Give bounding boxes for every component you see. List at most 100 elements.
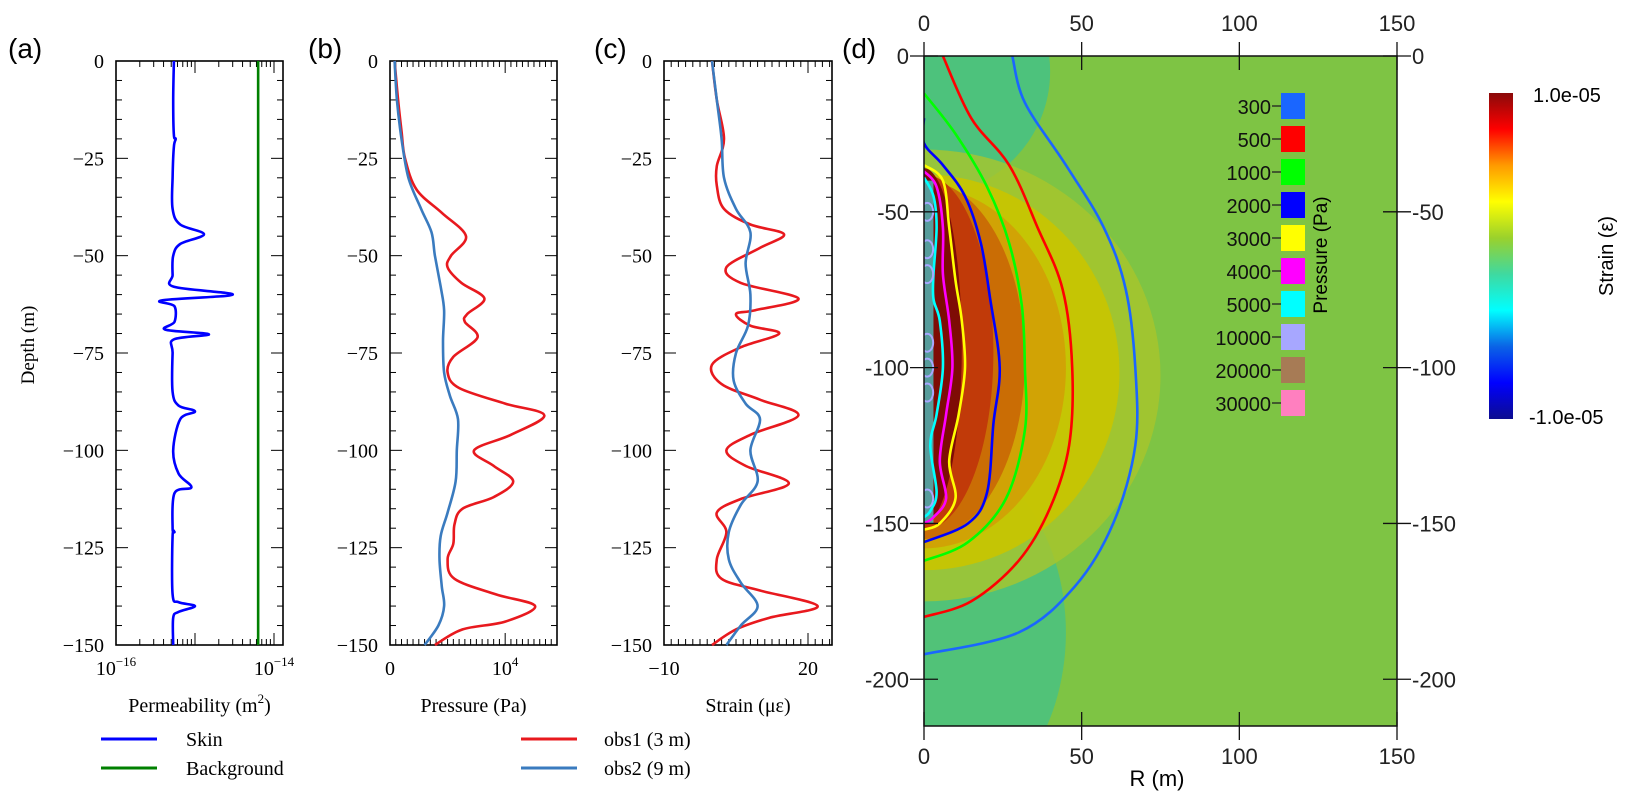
plot-frame <box>389 60 558 646</box>
x-tick-label: 10−14 <box>254 654 295 680</box>
x-tick-label-top: 50 <box>1069 11 1093 36</box>
legend-label-300: 300 <box>1238 97 1271 119</box>
x-tick-label-bottom: 100 <box>1221 744 1258 769</box>
series-line-skin <box>158 60 235 646</box>
legend-swatch-30000 <box>1281 390 1305 416</box>
contour-4000 <box>924 170 954 525</box>
contour-10000 <box>924 239 935 260</box>
y-tick-label: 0 <box>368 51 378 73</box>
series-line-obs1-3-m- <box>393 60 546 647</box>
panel-label-a: (a) <box>8 33 42 64</box>
x-tick-label-bottom: 50 <box>1069 744 1093 769</box>
pressure-contours <box>924 56 1139 656</box>
series-line-obs1-3-m- <box>709 60 819 647</box>
x-tick-label: 10−16 <box>96 654 137 680</box>
y-tick-label-left: -100 <box>865 356 909 381</box>
x-tick-label-top: 0 <box>918 11 930 36</box>
contour-3000 <box>924 164 967 531</box>
y-tick-label: −75 <box>73 343 104 365</box>
colorbar-gradient <box>1489 93 1513 419</box>
y-tick-label: −150 <box>63 635 104 657</box>
y-tick-label-right: -50 <box>1412 200 1444 225</box>
contour-legend-title: Pressure (Pa) <box>1311 196 1332 313</box>
y-tick-label: −25 <box>621 148 652 170</box>
x-tick-label-bottom: 150 <box>1379 744 1416 769</box>
field-frame <box>923 55 1398 727</box>
y-tick-label: −25 <box>73 148 104 170</box>
y-tick-label-left: 0 <box>897 44 909 69</box>
y-tick-label: −50 <box>621 246 652 268</box>
legend-swatch-500 <box>1281 126 1305 152</box>
contour-300 <box>924 56 1139 656</box>
legend-label-30000: 30000 <box>1215 394 1271 416</box>
colorbar-title: Strain (ε) <box>1596 216 1618 296</box>
legend-a: Skin Background <box>101 729 284 780</box>
legend-bc: obs1 (3 m) obs2 (9 m) <box>521 729 691 780</box>
y-tick-label-left: -150 <box>865 511 909 536</box>
pressure-contour-legend: 300 500 1000 2000 3000 4000 5000 10000 20000 3000… <box>1215 93 1305 416</box>
panel-b-pressure: 0 −25 −50 −75 −100 −125 −150 0 104 Pressure (Pa) <box>337 51 558 717</box>
contour-10000 <box>924 382 935 403</box>
contour-500 <box>924 56 1074 619</box>
y-tick-label: −125 <box>63 538 104 560</box>
y-tick-label-right: 0 <box>1412 44 1424 69</box>
y-tick-label: −50 <box>347 246 378 268</box>
y-tick-label: −25 <box>347 148 378 170</box>
y-tick-label-right: -150 <box>1412 511 1456 536</box>
contour-10000 <box>924 332 935 353</box>
legend-label-20000: 20000 <box>1215 361 1271 383</box>
y-tick-label: −100 <box>63 440 104 462</box>
colorbar-max-label: 1.0e-05 <box>1533 85 1601 107</box>
strain-field <box>924 56 1161 726</box>
legend-label-4000: 4000 <box>1227 262 1272 284</box>
series-line-obs2-9-m- <box>393 60 460 646</box>
legend-swatch-4000 <box>1281 258 1305 284</box>
contour-5000 <box>924 176 945 519</box>
colorbar-min-label: -1.0e-05 <box>1529 407 1604 429</box>
x-tick-label-bottom: 0 <box>918 744 930 769</box>
y-tick-label: 0 <box>94 51 104 73</box>
legend-swatch-2000 <box>1281 192 1305 218</box>
y-tick-label: −50 <box>73 246 104 268</box>
x-tick-label: 104 <box>492 654 519 680</box>
y-tick-label: −75 <box>621 343 652 365</box>
panel-label-c: (c) <box>594 33 627 64</box>
y-axis-title: Depth (m) <box>18 306 39 385</box>
x-axis-title-d: R (m) <box>1130 766 1185 791</box>
plot-frame <box>663 60 833 646</box>
legend-swatch-3000 <box>1281 225 1305 251</box>
legend-swatch-10000 <box>1281 324 1305 350</box>
legend-label-obs1: obs1 (3 m) <box>604 729 691 751</box>
y-tick-label: −150 <box>337 635 378 657</box>
legend-label-3000: 3000 <box>1227 229 1272 251</box>
contour-1000 <box>924 92 1028 563</box>
legend-label-2000: 2000 <box>1227 196 1272 218</box>
colorbar: 1.0e-05 -1.0e-05 Strain (ε) <box>1489 85 1618 429</box>
y-tick-label: −150 <box>611 635 652 657</box>
legend-swatch-5000 <box>1281 291 1305 317</box>
y-tick-label-left: -200 <box>865 667 909 692</box>
y-tick-label-left: -50 <box>877 200 909 225</box>
y-tick-label-right: -200 <box>1412 667 1456 692</box>
y-tick-label: 0 <box>642 51 652 73</box>
y-tick-label: −100 <box>337 440 378 462</box>
y-tick-label: −125 <box>611 538 652 560</box>
x-axis-title: Pressure (Pa) <box>420 695 526 717</box>
legend-label-1000: 1000 <box>1227 163 1272 185</box>
legend-swatch-1000 <box>1281 159 1305 185</box>
legend-label-background: Background <box>186 758 284 780</box>
x-axis-title: Permeability (m2) <box>128 691 271 717</box>
contour-10000 <box>924 488 935 509</box>
x-axis-title: Strain (με) <box>705 695 790 717</box>
legend-label-10000: 10000 <box>1215 328 1271 350</box>
legend-swatch-300 <box>1281 93 1305 119</box>
y-tick-label: −100 <box>611 440 652 462</box>
y-tick-label: −75 <box>347 343 378 365</box>
x-tick-label: 0 <box>385 658 395 680</box>
x-tick-label: 20 <box>798 658 818 680</box>
x-tick-label: −10 <box>648 658 679 680</box>
